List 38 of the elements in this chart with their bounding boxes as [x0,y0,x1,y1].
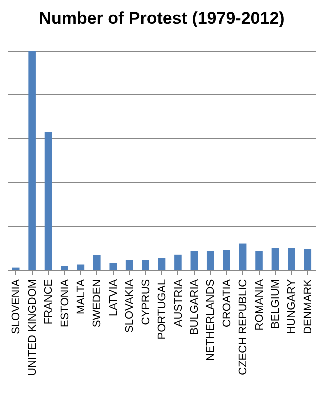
bar [77,264,85,270]
bar [256,251,263,270]
bar [126,260,134,270]
x-tick-label: MALTA [76,278,88,314]
bar [223,250,230,270]
x-tick-label: BELGIUM [270,279,282,329]
x-tick-label: SLOVENIA [10,278,23,334]
bar [239,244,247,270]
x-tick-label: DENMARK [302,278,314,334]
bar [61,266,68,270]
x-tick-label: ESTONIA [59,278,72,328]
bar [304,249,312,270]
bar [44,132,52,270]
bar [288,248,296,270]
bar [206,251,214,270]
bar [142,260,150,270]
bar [110,263,118,270]
x-tick-label: CZECH REPUBLIC [238,279,250,376]
x-tick-label: AUSTRIA [172,278,185,328]
x-tick-label: NETHERLANDS [205,279,218,362]
chart-title: Number of Protest (1979-2012) [39,8,285,28]
x-tick-label: BULGARIA [188,278,201,336]
x-tick-label: CYPRUS [140,279,152,326]
x-tick-label: HUNGARY [286,278,298,334]
bar [94,255,101,270]
bar [158,258,166,270]
x-tick-label: CROATIA [221,278,234,328]
x-tick-label: SWEDEN [92,279,104,328]
x-tick-label: SLOVAKIA [124,278,136,334]
x-tick-label: PORTUGAL [156,279,169,340]
x-tick-label: UNITED KINGDOM [26,279,39,376]
bar [272,248,280,270]
bar [174,254,182,270]
bar [190,251,198,270]
x-tick-label: LATVIA [108,278,120,316]
x-tick-label: ROMANIA [254,278,266,331]
x-tick-label: FRANCE [43,279,56,325]
bar [28,52,36,270]
